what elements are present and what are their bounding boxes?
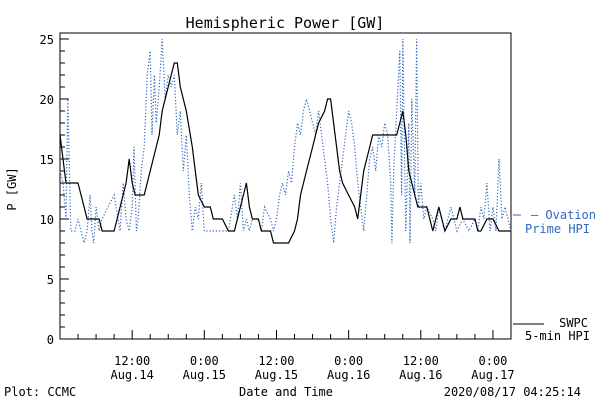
x-axis-ticks: 12:00Aug.140:00Aug.1512:00Aug.150:00Aug.… (59, 330, 515, 382)
x-tick-time-label: 12:00 (114, 354, 150, 368)
x-tick-date-label: Aug.17 (471, 368, 514, 382)
legend-ovation-label-line2: Prime HPI (525, 222, 590, 236)
x-tick-time-label: 12:00 (403, 354, 439, 368)
footer-timestamp: 2020/08/17 04:25:14 (444, 385, 581, 399)
x-tick-date-label: Aug.15 (183, 368, 226, 382)
x-tick-date-label: Aug.16 (327, 368, 370, 382)
y-axis-label: P [GW] (5, 167, 19, 210)
legend-ovation-label-line1: Ovation (545, 208, 596, 222)
x-tick-time-label: 12:00 (258, 354, 294, 368)
y-tick-label: 0 (47, 333, 54, 347)
x-tick-time-label: 0:00 (479, 354, 508, 368)
chart-title: Hemispheric Power [GW] (186, 14, 385, 32)
y-tick-label: 20 (40, 93, 54, 107)
x-tick-date-label: Aug.16 (399, 368, 442, 382)
legend-swpc-label-line2: 5-min HPI (525, 329, 590, 343)
y-axis-ticks: 0 5 10 15 20 25 (40, 33, 69, 347)
plot-frame (59, 32, 512, 340)
x-axis-label: Date and Time (239, 385, 333, 399)
x-tick-time-label: 0:00 (334, 354, 363, 368)
footer-credit: Plot: CCMC (4, 385, 76, 399)
x-tick-date-label: Aug.14 (110, 368, 153, 382)
x-tick-time-label: 0:00 (190, 354, 219, 368)
legend-swpc-label-line1: SWPC (559, 316, 588, 330)
legend-swpc: SWPC 5-min HPI (513, 316, 590, 343)
y-tick-label: 5 (47, 273, 54, 287)
legend-ovation: — Ovation Prime HPI (513, 208, 596, 236)
series-ovation-line (59, 38, 512, 244)
y-tick-label: 15 (40, 153, 54, 167)
legend-ovation-dash: — (531, 208, 539, 222)
series-swpc-line (59, 62, 511, 244)
x-tick-date-label: Aug.15 (255, 368, 298, 382)
y-tick-label: 25 (40, 33, 54, 47)
y-tick-label: 10 (40, 213, 54, 227)
series-layer (59, 38, 512, 244)
